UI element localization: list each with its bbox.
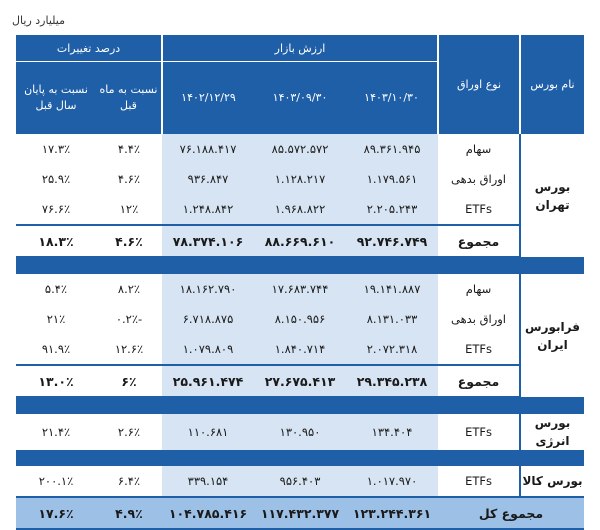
table-row: بورس انرژی ETFs ۱۳۴.۴۰۴ ۱۳۰.۹۵۰ ۱۱۰.۶۸۱ … bbox=[16, 414, 585, 450]
header-vs-prev-year-end: نسبت به پایان سال قبل bbox=[24, 83, 88, 112]
security-type: ETFs bbox=[438, 466, 521, 497]
value-cell: ۱۳۴.۴۰۴ bbox=[346, 414, 439, 450]
header-change: درصد تغییرات bbox=[16, 35, 162, 62]
value-cell: ۲.۰۷۲.۳۱۸ bbox=[346, 334, 439, 365]
value-cell: ۱.۰۷۹.۸۰۹ bbox=[162, 334, 255, 365]
value-cell: ۱۲۳.۲۴۴.۳۶۱ bbox=[346, 496, 439, 530]
value-cell: ۸۸.۶۶۹.۶۱۰ bbox=[254, 224, 347, 258]
pct-month-cell: ۶٪ bbox=[96, 364, 162, 398]
value-cell: ۷۸.۳۷۴.۱۰۶ bbox=[162, 224, 255, 258]
bourse-name-farabourse: فرابورس ایران bbox=[519, 274, 585, 397]
value-cell: ۱۱۷.۴۳۲.۳۷۷ bbox=[254, 496, 347, 530]
value-cell: ۱.۸۴۰.۷۱۴ bbox=[254, 334, 347, 365]
security-type: ETFs bbox=[438, 334, 521, 365]
value-cell: ۸.۱۵۰.۹۵۶ bbox=[254, 304, 347, 334]
total-label: مجموع bbox=[438, 224, 521, 258]
pct-month-cell: ۱۲.۶٪ bbox=[96, 334, 162, 365]
pct-year-cell: ۱۷.۶٪ bbox=[16, 496, 96, 530]
total-row: مجموع ۲۹.۳۴۵.۲۳۸ ۲۷.۶۷۵.۴۱۳ ۲۵.۹۶۱.۴۷۴ ۶… bbox=[16, 364, 584, 398]
pct-year-cell: ۹۱.۹٪ bbox=[16, 334, 96, 365]
value-cell: ۱.۹۶۸.۸۲۲ bbox=[254, 194, 347, 225]
pct-year-cell: ۲۵.۹٪ bbox=[16, 164, 96, 194]
value-cell: ۱۳۰.۹۵۰ bbox=[254, 414, 347, 450]
grand-total-row: مجموع کل ۱۲۳.۲۴۴.۳۶۱ ۱۱۷.۴۳۲.۳۷۷ ۱۰۴.۷۸۵… bbox=[16, 496, 585, 530]
header-date-1: ۱۴۰۳/۱۰/۳۰ bbox=[364, 91, 419, 104]
value-cell: ۹۲.۷۴۶.۷۴۹ bbox=[346, 224, 439, 258]
value-cell: ۲۵.۹۶۱.۴۷۴ bbox=[162, 364, 255, 398]
pct-year-cell: ۱۸.۳٪ bbox=[16, 224, 96, 258]
value-cell: ۸۵.۵۷۲.۵۷۲ bbox=[254, 134, 347, 164]
value-cell: ۱.۱۷۹.۵۶۱ bbox=[346, 164, 439, 194]
value-cell: ۱.۰۱۷.۹۷۰ bbox=[346, 466, 439, 497]
pct-year-cell: ۷۶.۶٪ bbox=[16, 194, 96, 225]
pct-month-cell: ۸.۲٪ bbox=[96, 274, 162, 304]
section-separator bbox=[16, 257, 585, 274]
total-row: مجموع ۹۲.۷۴۶.۷۴۹ ۸۸.۶۶۹.۶۱۰ ۷۸.۳۷۴.۱۰۶ ۴… bbox=[16, 224, 584, 258]
pct-month-cell: ۲.۶٪ bbox=[96, 414, 162, 450]
pct-year-cell: ۵.۴٪ bbox=[16, 274, 96, 304]
value-cell: ۳۳۹.۱۵۴ bbox=[162, 466, 255, 497]
header-market-value: ارزش بازار bbox=[160, 35, 439, 62]
value-cell: ۱۹.۱۴۱.۸۸۷ bbox=[346, 274, 439, 304]
security-type: ETFs bbox=[438, 414, 521, 450]
grand-total-label: مجموع کل bbox=[438, 496, 585, 530]
security-type: اوراق بدهی bbox=[438, 304, 521, 334]
value-cell: ۱۱۰.۶۸۱ bbox=[162, 414, 255, 450]
pct-month-cell: ۴.۶٪ bbox=[96, 164, 162, 194]
section-separator bbox=[16, 397, 585, 414]
value-cell: ۸۹.۳۶۱.۹۴۵ bbox=[346, 134, 439, 164]
bourse-name-commodity: بورس کالا bbox=[519, 466, 585, 497]
pct-month-cell: -۰.۲٪ bbox=[96, 304, 162, 334]
pct-month-cell: ۶.۴٪ bbox=[96, 466, 162, 497]
value-cell: ۲.۲۰۵.۲۴۳ bbox=[346, 194, 439, 225]
value-cell: ۹۵۶.۴۰۳ bbox=[254, 466, 347, 497]
pct-year-cell: ۱۷.۳٪ bbox=[16, 134, 96, 164]
pct-month-cell: ۴.۴٪ bbox=[96, 134, 162, 164]
section-separator bbox=[16, 450, 585, 466]
value-cell: ۲۹.۳۴۵.۲۳۸ bbox=[346, 364, 439, 398]
value-cell: ۱.۱۲۸.۲۱۷ bbox=[254, 164, 347, 194]
value-cell: ۱۷.۶۸۳.۷۴۴ bbox=[254, 274, 347, 304]
value-cell: ۷۶.۱۸۸.۴۱۷ bbox=[162, 134, 255, 164]
table-row: اوراق بدهی ۸.۱۳۱.۰۳۳ ۸.۱۵۰.۹۵۶ ۶.۷۱۸.۸۷۵… bbox=[16, 304, 584, 334]
header-vs-prev-month: نسبت به ماه قبل bbox=[99, 83, 158, 112]
value-cell: ۱۸.۱۶۲.۷۹۰ bbox=[162, 274, 255, 304]
pct-year-cell: ۲۰۰.۱٪ bbox=[16, 466, 96, 497]
header-date-2: ۱۴۰۳/۰۹/۳۰ bbox=[272, 91, 328, 104]
pct-month-cell: ۴.۹٪ bbox=[96, 496, 162, 530]
pct-month-cell: ۱۲٪ bbox=[96, 194, 162, 225]
pct-year-cell: ۲۱٪ bbox=[16, 304, 96, 334]
table-row: بورس کالا ETFs ۱.۰۱۷.۹۷۰ ۹۵۶.۴۰۳ ۳۳۹.۱۵۴… bbox=[16, 466, 585, 497]
header-date-3: ۱۴۰۲/۱۲/۲۹ bbox=[160, 61, 255, 134]
table-row: ETFs ۲.۰۷۲.۳۱۸ ۱.۸۴۰.۷۱۴ ۱.۰۷۹.۸۰۹ ۱۲.۶٪… bbox=[16, 334, 584, 365]
value-cell: ۱۰۴.۷۸۵.۴۱۶ bbox=[162, 496, 255, 530]
total-label: مجموع bbox=[438, 364, 521, 398]
table-row: ETFs ۲.۲۰۵.۲۴۳ ۱.۹۶۸.۸۲۲ ۱.۲۴۸.۸۴۲ ۱۲٪ ۷… bbox=[16, 194, 584, 225]
value-cell: ۲۷.۶۷۵.۴۱۳ bbox=[254, 364, 347, 398]
table-row: اوراق بدهی ۱.۱۷۹.۵۶۱ ۱.۱۲۸.۲۱۷ ۹۳۶.۸۴۷ ۴… bbox=[16, 164, 584, 194]
unit-label: میلیارد ریال bbox=[12, 14, 65, 27]
value-cell: ۱.۲۴۸.۸۴۲ bbox=[162, 194, 255, 225]
pct-year-cell: ۲۱.۴٪ bbox=[16, 414, 96, 450]
bourse-name-energy: بورس انرژی bbox=[519, 414, 585, 450]
security-type: سهام bbox=[438, 274, 521, 304]
security-type: ETFs bbox=[438, 194, 521, 225]
table-row: بورس تهران سهام ۸۹.۳۶۱.۹۴۵ ۸۵.۵۷۲.۵۷۲ ۷۶… bbox=[16, 134, 585, 257]
pct-year-cell: ۱۳.۰٪ bbox=[16, 364, 96, 398]
market-value-table: نام بورس نوع اوراق ارزش بازار درصد تغییر… bbox=[16, 35, 585, 530]
value-cell: ۸.۱۳۱.۰۳۳ bbox=[346, 304, 439, 334]
table-row: فرابورس ایران سهام ۱۹.۱۴۱.۸۸۷ ۱۷.۶۸۳.۷۴۴… bbox=[16, 274, 585, 397]
security-type: سهام bbox=[438, 134, 521, 164]
header-bourse: نام بورس bbox=[519, 35, 585, 134]
security-type: اوراق بدهی bbox=[438, 164, 521, 194]
value-cell: ۶.۷۱۸.۸۷۵ bbox=[162, 304, 255, 334]
value-cell: ۹۳۶.۸۴۷ bbox=[162, 164, 255, 194]
bourse-name-tehran: بورس تهران bbox=[519, 134, 585, 257]
pct-month-cell: ۴.۶٪ bbox=[96, 224, 162, 258]
header-type: نوع اوراق bbox=[437, 35, 521, 134]
